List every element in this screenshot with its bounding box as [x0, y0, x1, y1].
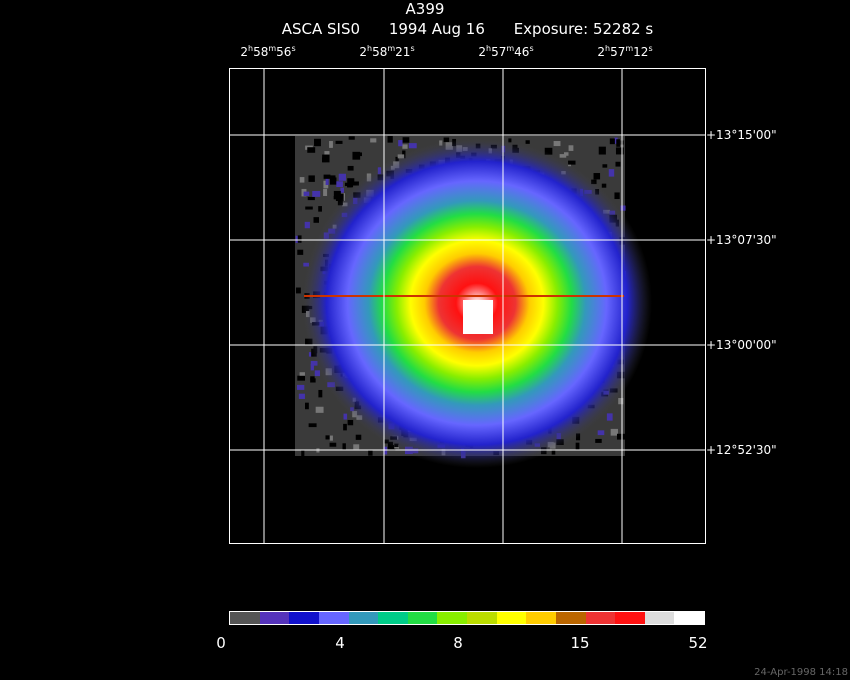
colorbar-tick: 4 — [335, 634, 345, 652]
colorbar — [229, 611, 705, 625]
colorbar-tick: 15 — [570, 634, 590, 652]
timestamp: 24-Apr-1998 14:18 — [754, 667, 848, 678]
ra-label: 2h57m12s — [597, 44, 653, 59]
colorbar-tick: 0 — [216, 634, 226, 652]
date-label: 1994 Aug 16 — [388, 20, 485, 38]
colorbar-swatch — [555, 612, 586, 624]
colorbar-swatch — [496, 612, 527, 624]
colorbar-swatch — [289, 612, 319, 624]
colorbar-tick: 8 — [453, 634, 463, 652]
ra-label: 2h58m21s — [359, 44, 415, 59]
colorbar-swatch — [407, 612, 438, 624]
colorbar-swatch — [378, 612, 408, 624]
colorbar-swatch — [526, 612, 556, 624]
ra-label: 2h57m46s — [478, 44, 534, 59]
colorbar-swatch — [318, 612, 349, 624]
dec-label: +13°15'00" — [706, 128, 777, 142]
cluster-core — [463, 300, 493, 334]
colorbar-swatch — [585, 612, 616, 624]
ra-label: 2h58m56s — [240, 44, 296, 59]
colorbar-swatch — [467, 612, 497, 624]
colorbar-swatch — [230, 612, 260, 624]
colorbar-swatch — [674, 612, 704, 624]
colorbar-swatch — [348, 612, 379, 624]
colorbar-swatch — [615, 612, 645, 624]
exposure-label: Exposure: 52282 s — [513, 20, 654, 38]
colorbar-swatch — [644, 612, 675, 624]
colorbar-tick: 52 — [688, 634, 708, 652]
dec-label: +12°52'30" — [706, 443, 777, 457]
image-subtitle: ASCA SIS0 1994 Aug 16 Exposure: 52282 s — [0, 20, 850, 38]
instrument-label: ASCA SIS0 — [281, 20, 361, 38]
dec-label: +13°00'00" — [706, 338, 777, 352]
image-title: A399 — [405, 0, 445, 18]
xray-image-frame — [229, 68, 706, 544]
dec-label: +13°07'30" — [706, 233, 777, 247]
colorbar-swatch — [259, 612, 290, 624]
colorbar-swatch — [437, 612, 467, 624]
